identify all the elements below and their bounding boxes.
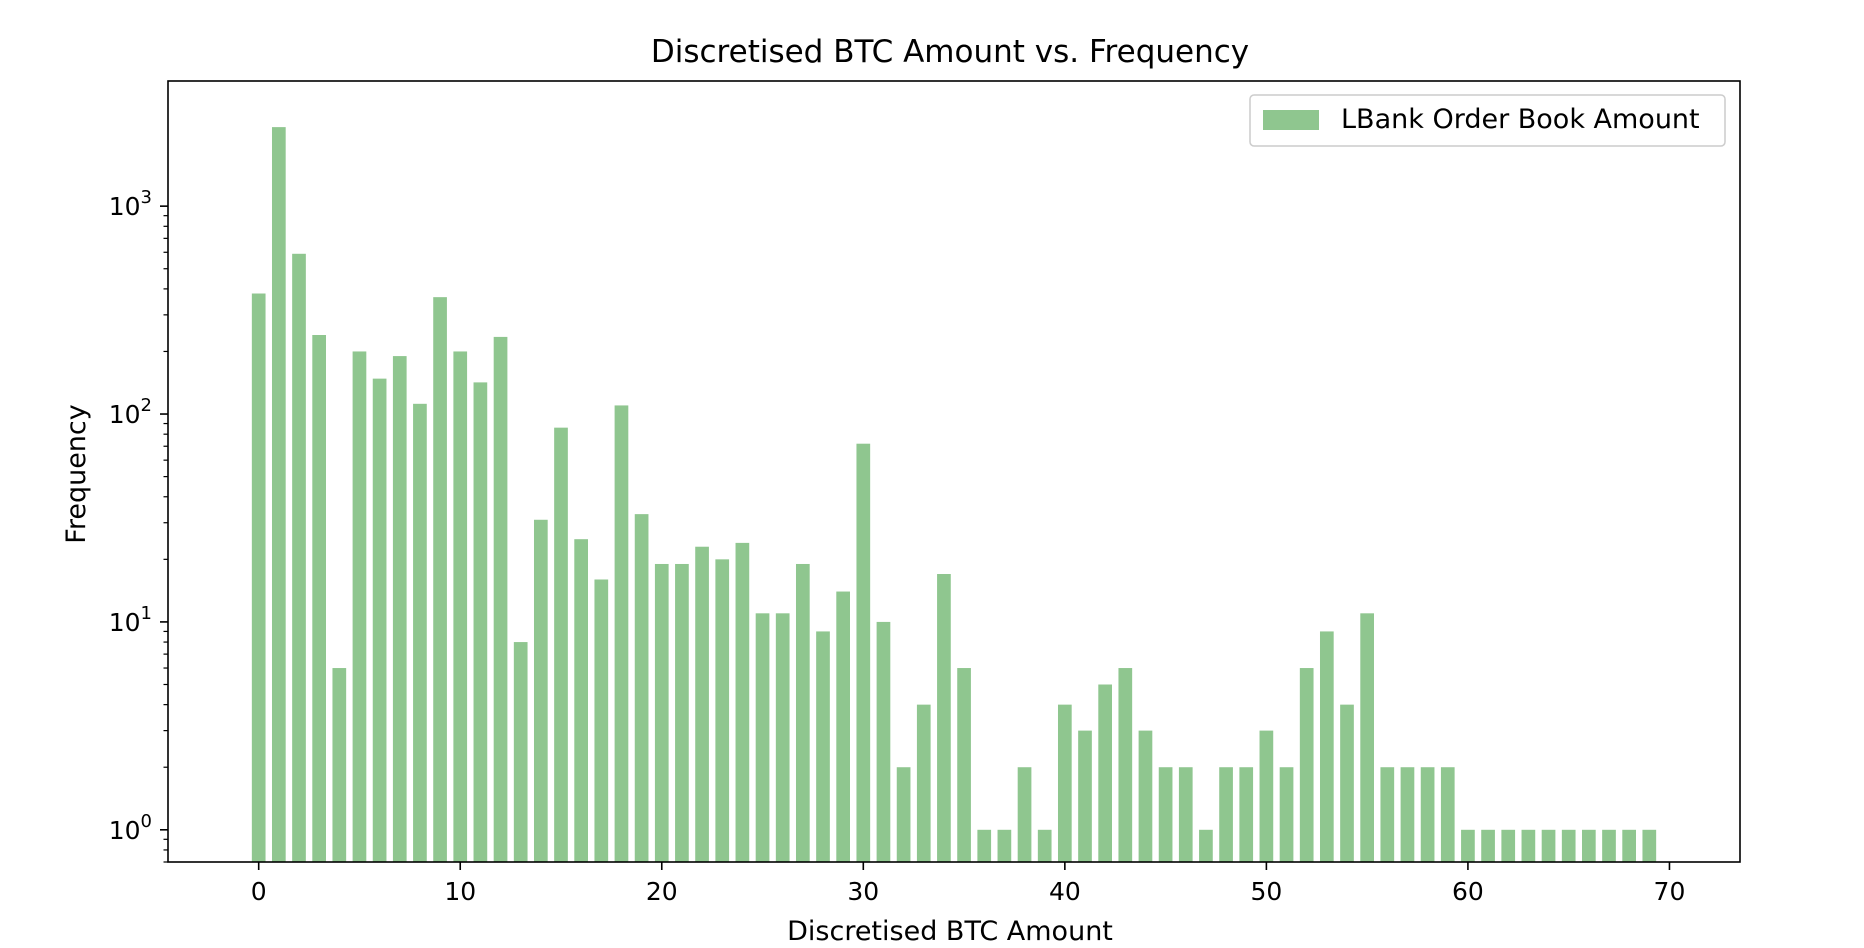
bar [957,668,971,862]
bar [1340,704,1354,862]
bar [1521,829,1536,862]
bar [433,297,447,862]
legend-swatch [1263,110,1319,130]
bar [1138,730,1153,862]
bar [1219,767,1233,862]
y-tick-label: 100 [109,811,152,845]
y-tick-label: 101 [109,603,152,637]
bar [1199,829,1213,862]
bar [1158,767,1173,862]
bar [836,591,850,862]
bar [594,579,609,862]
bar [554,427,568,862]
bar [896,767,911,862]
bar [1561,829,1576,862]
legend-frame [1249,94,1726,147]
bar [1400,767,1415,862]
bar [1057,704,1072,862]
x-tick-label: 20 [646,877,678,906]
bar [1420,767,1435,862]
bar [1360,613,1374,862]
bar [614,405,629,862]
bar [1319,631,1334,862]
y-tick-label: 102 [109,395,152,429]
bar [1380,767,1395,862]
bar [513,642,528,862]
axes-layer: 0 10 20 30 40 50 60 70 100 101 102 103 [109,80,1741,906]
bar [1642,829,1657,862]
bar [1501,829,1516,862]
y-tick-label: 103 [109,187,152,221]
bar [795,563,810,862]
x-tick-label: 0 [251,877,267,906]
bar [916,704,931,862]
bar [1622,829,1636,862]
bar [775,613,790,862]
y-axis-label: Frequency [61,404,92,544]
x-tick-label: 40 [1049,877,1081,906]
chart-title: Discretised BTC Amount vs. Frequency [651,34,1249,70]
bar [372,378,387,862]
x-tick-label: 60 [1452,877,1484,906]
bar [675,563,689,862]
bar [251,293,266,862]
bar [271,127,286,863]
bar [1461,829,1475,862]
bar [997,829,1012,862]
bar [755,613,770,862]
plot-frame [167,80,1741,863]
bar [1279,767,1294,862]
bar [392,356,407,862]
bar [1118,668,1133,862]
bar [1037,829,1052,862]
bar [1440,767,1455,862]
x-axis-label: Discretised BTC Amount [787,916,1113,944]
bar [876,621,891,862]
x-tick-label: 50 [1250,877,1282,906]
bar [1098,684,1112,862]
bar [977,829,992,862]
bar [695,546,709,862]
bar [1259,730,1274,862]
bar [574,539,588,862]
x-tick-label: 10 [444,877,476,906]
legend: LBank Order Book Amount [1249,94,1726,147]
bar [937,574,951,862]
bar [634,514,649,862]
bar [1299,668,1314,862]
bar [312,335,326,862]
bar [332,668,347,862]
bar [856,443,871,862]
bar [1078,730,1092,862]
bar [654,563,669,862]
bar [453,351,468,862]
bar [413,403,427,862]
bar [533,519,548,862]
bar [493,336,508,862]
bar [735,542,750,862]
legend-label: LBank Order Book Amount [1341,104,1700,135]
bar [1017,767,1032,862]
bar [1581,829,1596,862]
x-tick-label: 30 [847,877,879,906]
bar [473,382,488,862]
bar [352,351,367,862]
bar [292,253,306,863]
bar [1481,829,1495,862]
x-tick-label: 70 [1654,877,1686,906]
bars-layer [251,127,1657,863]
bar [1541,829,1556,862]
bar [1178,767,1193,862]
bar [1239,767,1254,862]
bar [816,631,830,862]
bar [1602,829,1616,862]
bar [715,559,730,862]
